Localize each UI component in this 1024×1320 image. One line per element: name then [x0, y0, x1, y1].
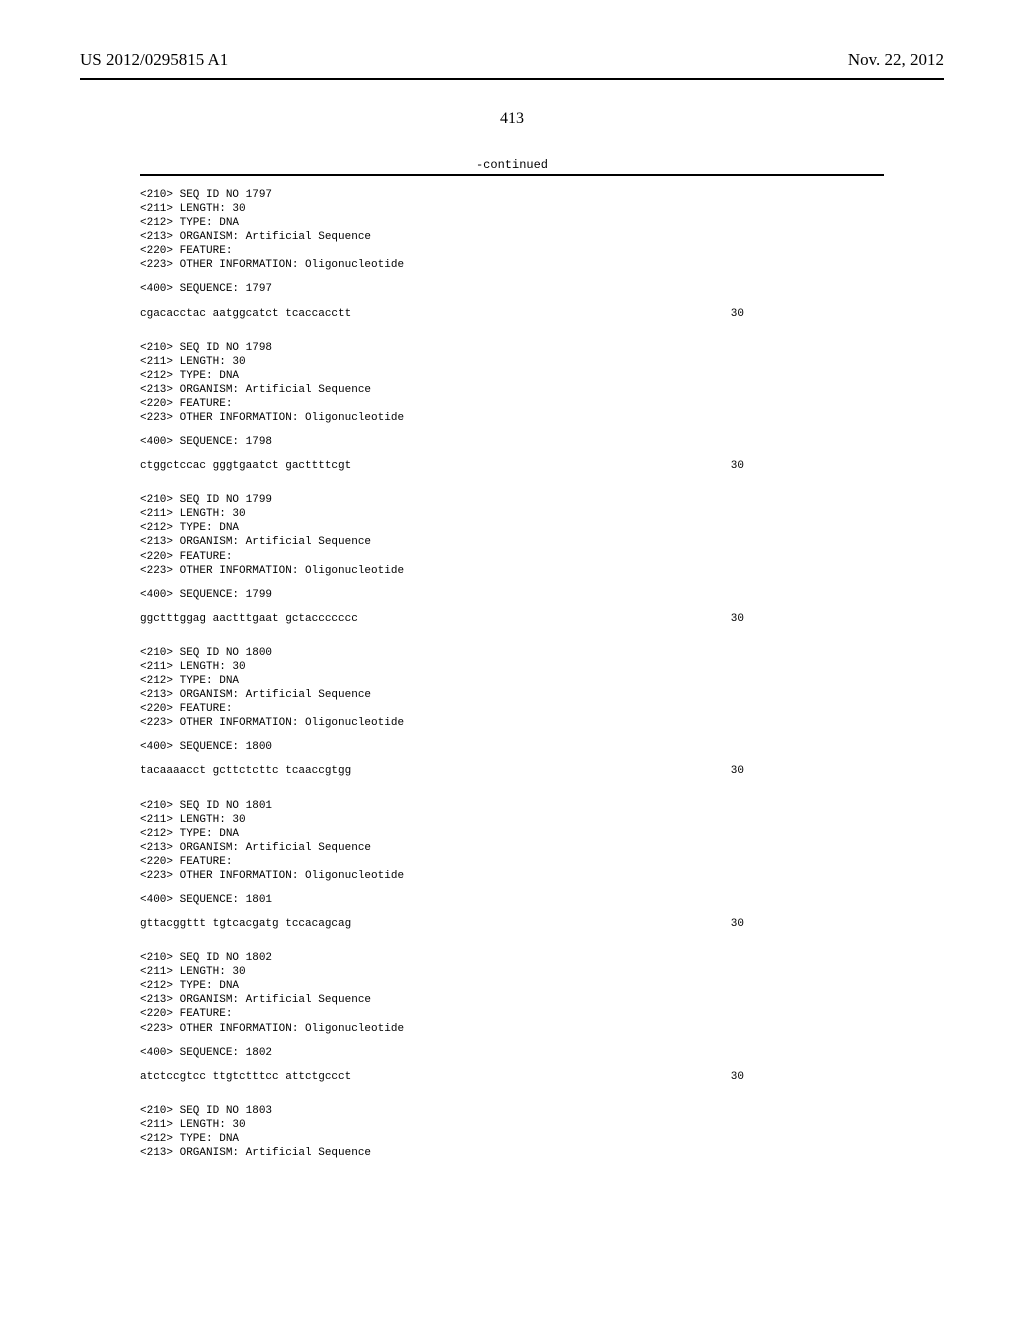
content-divider-top: [140, 174, 884, 176]
sequence-data: ctggctccac gggtgaatct gacttttcgt: [140, 459, 351, 473]
sequence-count: 30: [731, 764, 884, 778]
sequence-data: ggctttggag aactttgaat gctaccccccc: [140, 612, 358, 626]
sequence-block: <210> SEQ ID NO 1798 <211> LENGTH: 30 <2…: [140, 341, 884, 474]
publication-number: US 2012/0295815 A1: [80, 50, 228, 70]
sequence-header: <400> SEQUENCE: 1801: [140, 893, 884, 907]
sequence-block: <210> SEQ ID NO 1801 <211> LENGTH: 30 <2…: [140, 799, 884, 932]
sequence-block-partial: <210> SEQ ID NO 1803 <211> LENGTH: 30 <2…: [140, 1104, 884, 1160]
sequence-block: <210> SEQ ID NO 1802 <211> LENGTH: 30 <2…: [140, 951, 884, 1084]
document-header: US 2012/0295815 A1 Nov. 22, 2012: [80, 50, 944, 70]
sequence-line: ggctttggag aactttgaat gctaccccccc 30: [140, 612, 884, 626]
page-number: 413: [80, 110, 944, 128]
sequence-count: 30: [731, 1070, 884, 1084]
sequence-line: ctggctccac gggtgaatct gacttttcgt 30: [140, 459, 884, 473]
sequence-metadata: <210> SEQ ID NO 1803 <211> LENGTH: 30 <2…: [140, 1104, 884, 1160]
sequence-line: cgacacctac aatggcatct tcaccacctt 30: [140, 307, 884, 321]
sequence-header: <400> SEQUENCE: 1798: [140, 435, 884, 449]
sequence-block: <210> SEQ ID NO 1800 <211> LENGTH: 30 <2…: [140, 646, 884, 779]
sequence-block: <210> SEQ ID NO 1799 <211> LENGTH: 30 <2…: [140, 493, 884, 626]
sequence-data: atctccgtcc ttgtctttcc attctgccct: [140, 1070, 351, 1084]
sequence-line: gttacggttt tgtcacgatg tccacagcag 30: [140, 917, 884, 931]
sequence-data: tacaaaacct gcttctcttc tcaaccgtgg: [140, 764, 351, 778]
sequence-line: atctccgtcc ttgtctttcc attctgccct 30: [140, 1070, 884, 1084]
sequence-count: 30: [731, 612, 884, 626]
sequence-count: 30: [731, 459, 884, 473]
sequence-metadata: <210> SEQ ID NO 1797 <211> LENGTH: 30 <2…: [140, 188, 884, 272]
sequence-header: <400> SEQUENCE: 1797: [140, 282, 884, 296]
sequence-data: cgacacctac aatggcatct tcaccacctt: [140, 307, 351, 321]
continued-label: -continued: [80, 158, 944, 172]
sequence-metadata: <210> SEQ ID NO 1798 <211> LENGTH: 30 <2…: [140, 341, 884, 425]
sequence-metadata: <210> SEQ ID NO 1801 <211> LENGTH: 30 <2…: [140, 799, 884, 883]
sequence-header: <400> SEQUENCE: 1800: [140, 740, 884, 754]
header-divider: [80, 78, 944, 80]
sequence-listing: <210> SEQ ID NO 1797 <211> LENGTH: 30 <2…: [140, 188, 884, 1160]
sequence-header: <400> SEQUENCE: 1799: [140, 588, 884, 602]
sequence-metadata: <210> SEQ ID NO 1799 <211> LENGTH: 30 <2…: [140, 493, 884, 577]
sequence-count: 30: [731, 307, 884, 321]
sequence-count: 30: [731, 917, 884, 931]
sequence-line: tacaaaacct gcttctcttc tcaaccgtgg 30: [140, 764, 884, 778]
sequence-data: gttacggttt tgtcacgatg tccacagcag: [140, 917, 351, 931]
sequence-block: <210> SEQ ID NO 1797 <211> LENGTH: 30 <2…: [140, 188, 884, 321]
publication-date: Nov. 22, 2012: [848, 50, 944, 70]
sequence-header: <400> SEQUENCE: 1802: [140, 1046, 884, 1060]
sequence-metadata: <210> SEQ ID NO 1802 <211> LENGTH: 30 <2…: [140, 951, 884, 1035]
sequence-metadata: <210> SEQ ID NO 1800 <211> LENGTH: 30 <2…: [140, 646, 884, 730]
